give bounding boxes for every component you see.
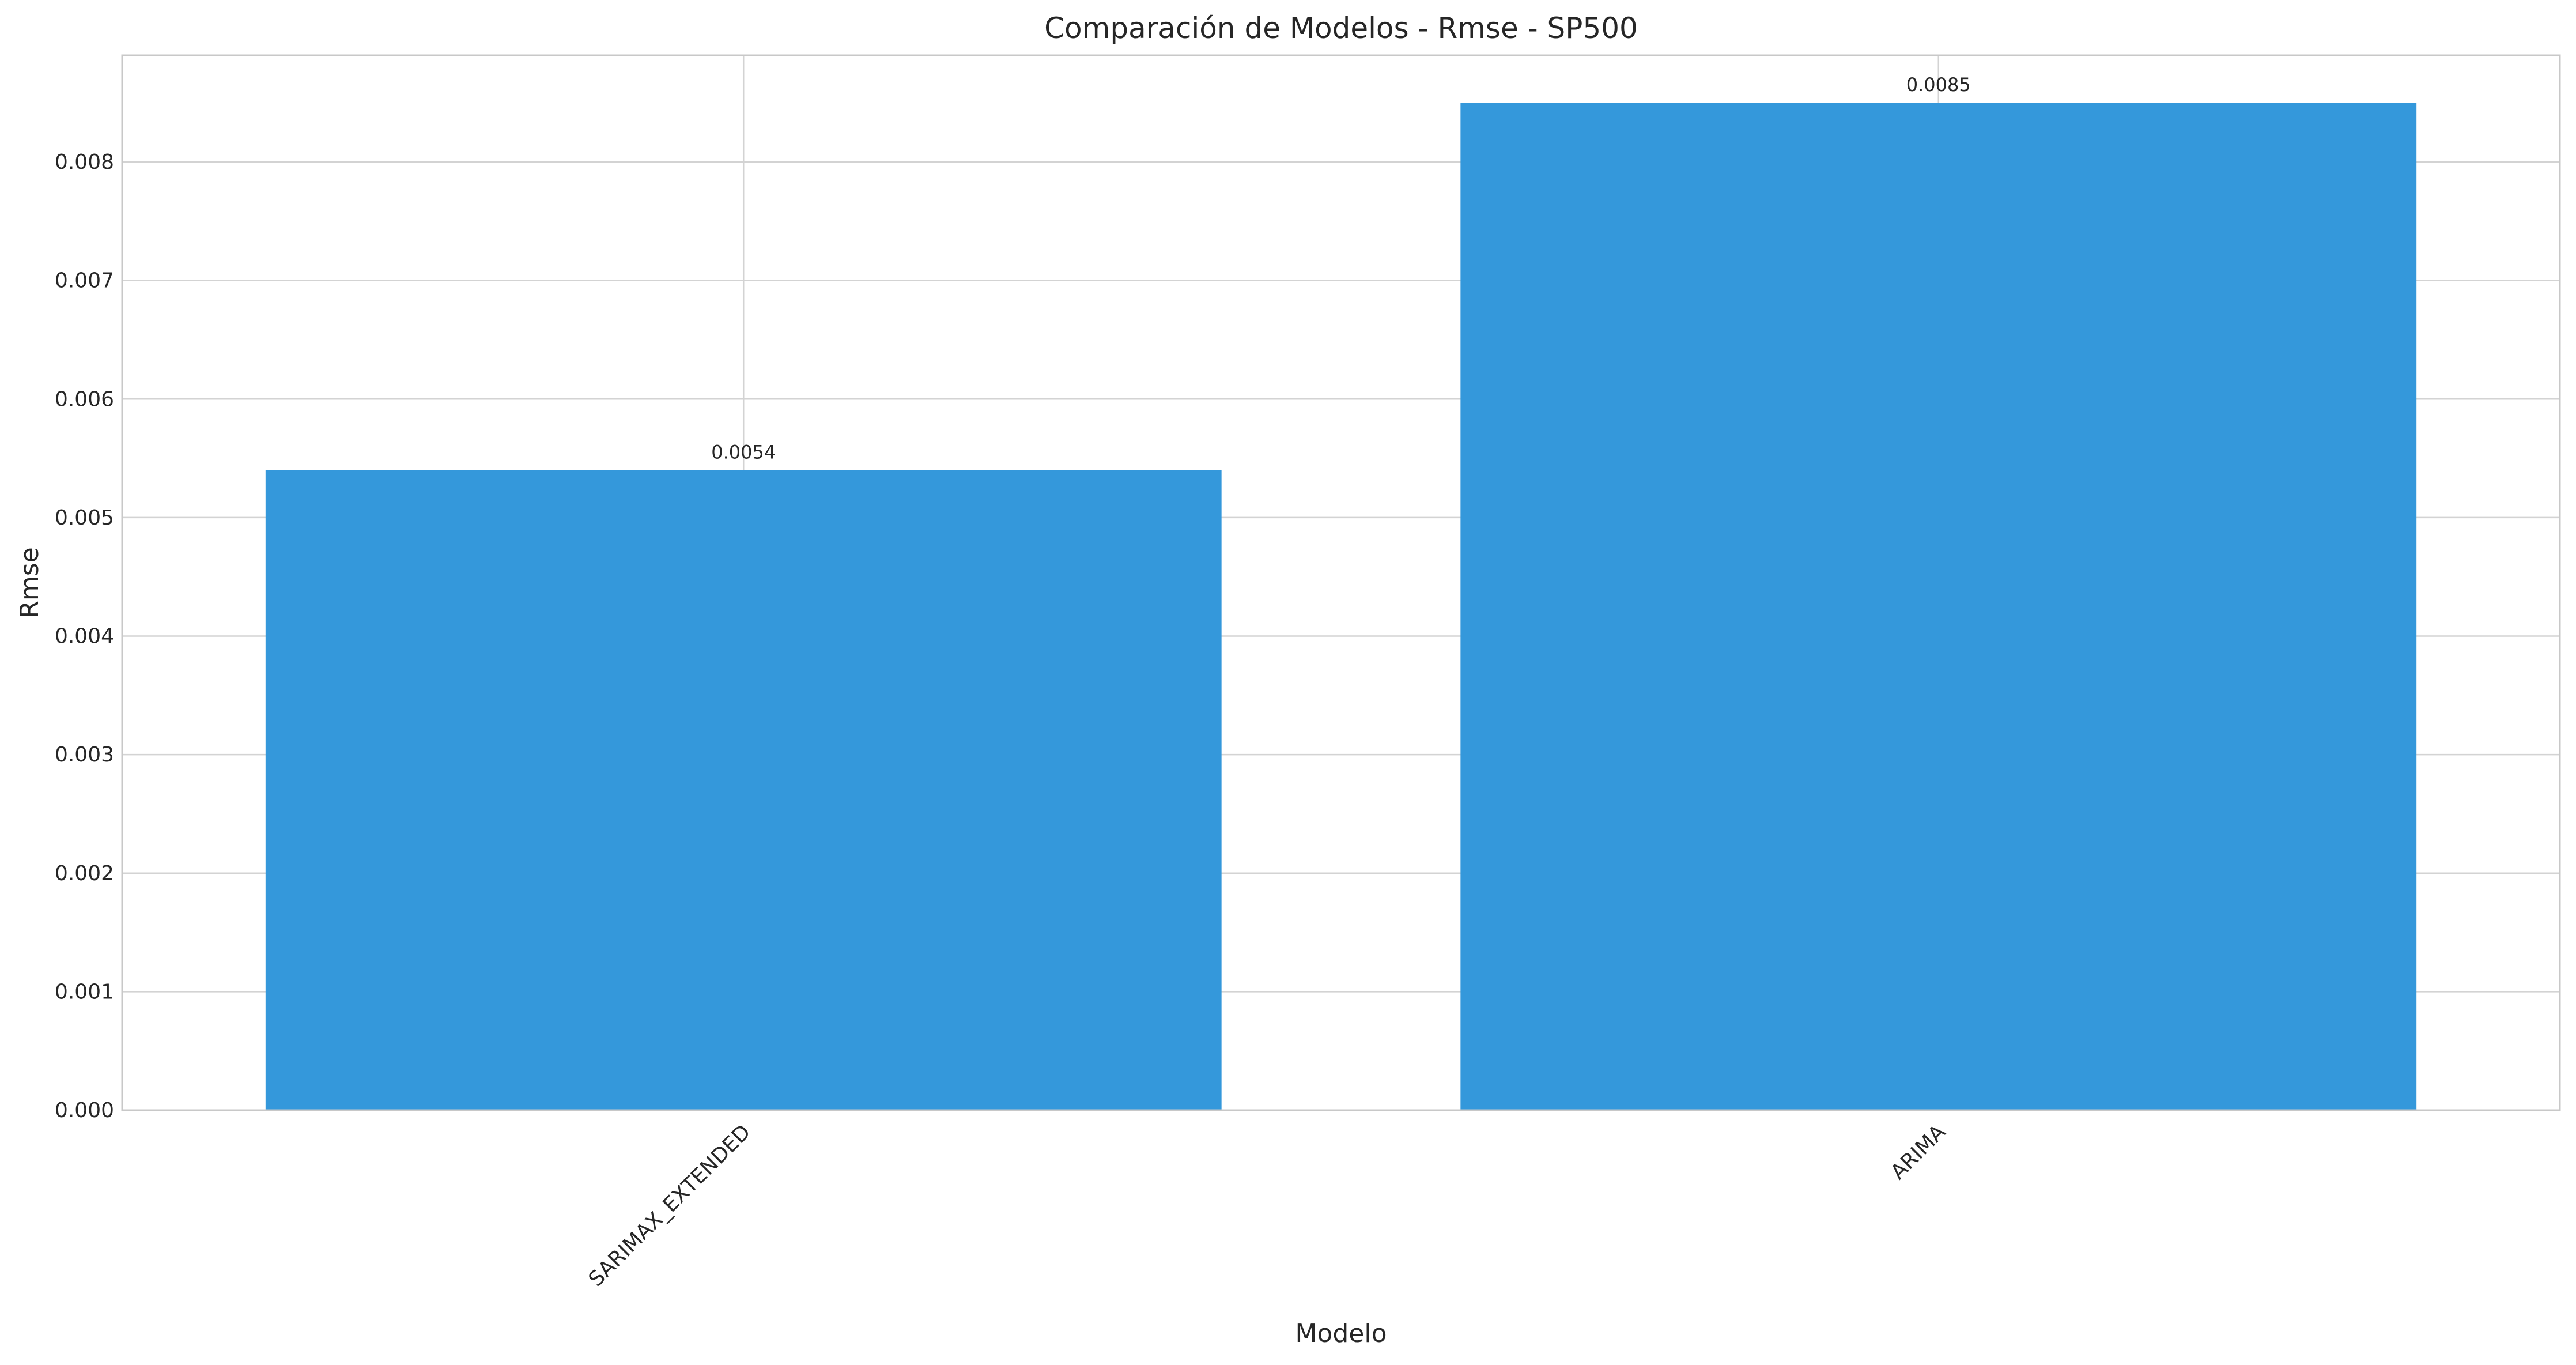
bar-value-label: 0.0054 — [711, 442, 776, 463]
plot-frame — [121, 54, 2561, 1111]
bars — [265, 103, 2417, 1111]
bar — [265, 470, 1222, 1111]
y-tick-label: 0.008 — [55, 150, 114, 174]
x-axis-label: Modelo — [1295, 1319, 1387, 1348]
y-tick-label: 0.003 — [55, 743, 114, 767]
bar — [1460, 103, 2417, 1110]
y-tick-label: 0.001 — [55, 980, 114, 1004]
y-tick-label: 0.000 — [55, 1099, 114, 1122]
y-tick-label: 0.004 — [55, 625, 114, 648]
y-axis-ticks: 0.000 0.001 0.002 0.003 0.004 0.005 0.006 0.007… — [55, 150, 114, 1122]
data-labels: 0.0054 0.0085 — [711, 74, 1970, 463]
chart-title: Comparación de Modelos - Rmse - SP500 — [1044, 12, 1638, 45]
y-tick-label: 0.007 — [55, 269, 114, 293]
y-tick-label: 0.002 — [55, 862, 114, 885]
y-tick-label: 0.006 — [55, 387, 114, 411]
y-axis-label: Rmse — [15, 547, 44, 618]
bar-value-label: 0.0085 — [1906, 74, 1971, 96]
y-tick-label: 0.005 — [55, 506, 114, 530]
